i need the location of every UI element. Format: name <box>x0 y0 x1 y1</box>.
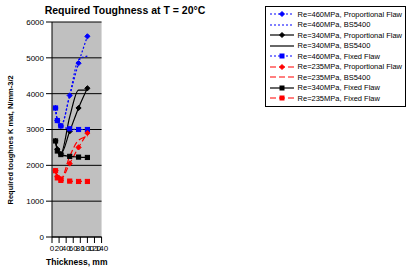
html-text:Re=340MPa, Fixed Flaw: Re=340MPa, Fixed Flaw <box>297 83 380 93</box>
svg-text:4000: 4000 <box>26 90 44 99</box>
svg-text:3000: 3000 <box>26 125 44 134</box>
svg-text:0: 0 <box>40 233 45 242</box>
html-text:Re=235MPa, BS5400: Re=235MPa, BS5400 <box>297 72 371 82</box>
svg-text:Required toughnes K mat, N/mm-: Required toughnes K mat, N/mm-3/2 <box>8 75 15 204</box>
svg-text:1000: 1000 <box>26 197 44 206</box>
html-text:Re=460MPa, Fixed Flaw: Re=460MPa, Fixed Flaw <box>297 51 380 61</box>
svg-text:6000: 6000 <box>26 18 44 27</box>
html-text:Re=460MPa, Proportional Flaw: Re=460MPa, Proportional Flaw <box>297 9 402 19</box>
svg-text:5000: 5000 <box>26 54 44 63</box>
svg-text:140: 140 <box>95 244 109 253</box>
html-text:Re=235MPa, Proportional Flaw: Re=235MPa, Proportional Flaw <box>297 62 402 72</box>
html-text:Re=460MPa, BS5400: Re=460MPa, BS5400 <box>297 20 371 30</box>
html-text:Re=235MPa, Fixed Flaw: Re=235MPa, Fixed Flaw <box>297 93 380 103</box>
svg-text:60: 60 <box>68 243 78 253</box>
html-text:Re=340MPa, Proportional Flaw: Re=340MPa, Proportional Flaw <box>297 30 402 40</box>
svg-text:2000: 2000 <box>26 161 44 170</box>
html-text:0 20: 0 20 <box>49 243 64 253</box>
svg-text:Thickness, mm: Thickness, mm <box>46 257 108 267</box>
html-text:Required Toughness at T = 20°C: Required Toughness at T = 20°C <box>44 4 206 16</box>
svg-text:40: 40 <box>61 243 71 253</box>
html-text:Re=340MPa, BS5400: Re=340MPa, BS5400 <box>297 41 371 51</box>
